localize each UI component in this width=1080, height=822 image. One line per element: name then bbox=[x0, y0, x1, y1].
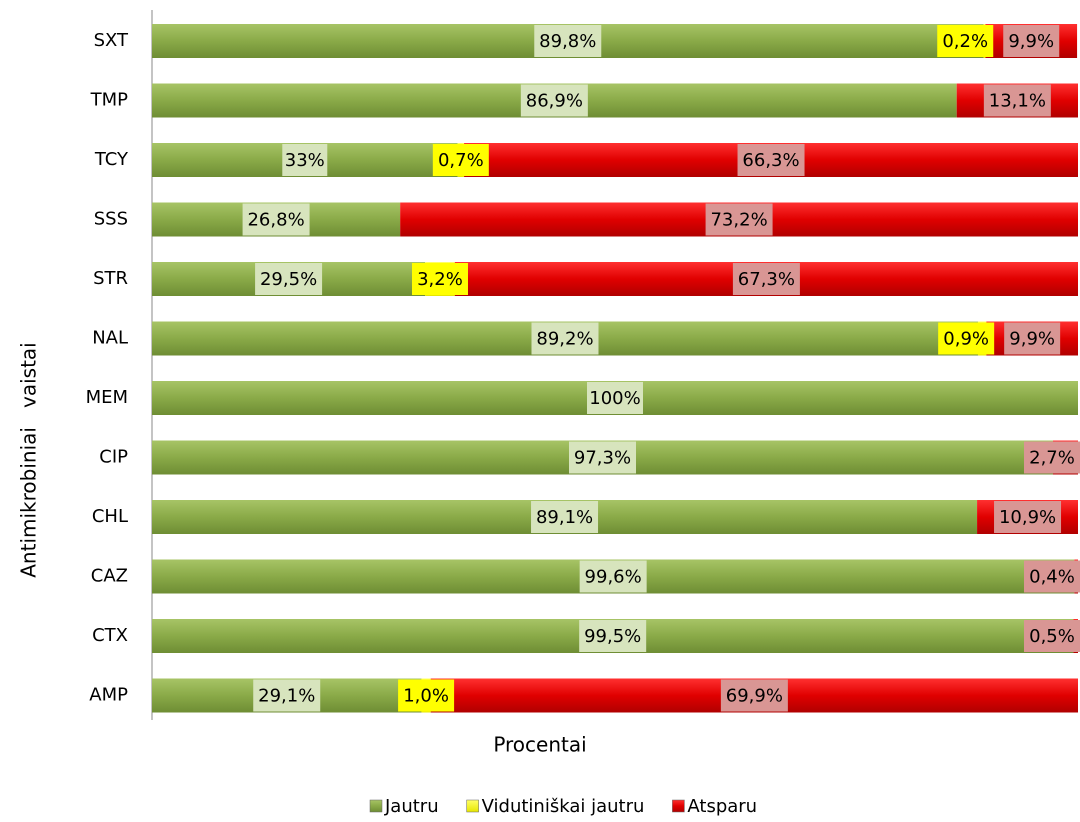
y-tick-label: MEM bbox=[86, 387, 128, 408]
data-label-bg bbox=[1024, 560, 1080, 593]
data-label-bg bbox=[398, 679, 455, 712]
data-label: 0,7% bbox=[438, 150, 484, 171]
data-label: 99,6% bbox=[585, 567, 642, 588]
y-tick-label: NAL bbox=[92, 328, 128, 349]
legend-label: Vidutiniškai jautru bbox=[482, 796, 645, 817]
data-label-bg bbox=[568, 441, 636, 474]
y-tick-label: STR bbox=[93, 268, 128, 289]
data-label: 0,9% bbox=[943, 329, 989, 350]
data-label: 13,1% bbox=[989, 91, 1046, 112]
y-tick-label: SSS bbox=[94, 209, 128, 230]
data-label-bg bbox=[253, 679, 321, 712]
data-label: 97,3% bbox=[574, 448, 631, 469]
data-label-bg bbox=[732, 263, 800, 295]
data-label-bg bbox=[983, 84, 1051, 117]
data-label-bg bbox=[1003, 25, 1060, 57]
data-label-bg bbox=[255, 263, 323, 295]
data-label: 0,4% bbox=[1029, 567, 1075, 588]
y-tick-label: TMP bbox=[90, 90, 129, 111]
data-label: 9,9% bbox=[1009, 329, 1055, 350]
legend-label: Atsparu bbox=[687, 796, 757, 817]
data-label: 9,9% bbox=[1008, 31, 1054, 52]
data-label: 26,8% bbox=[247, 210, 304, 231]
data-label: 89,2% bbox=[536, 329, 593, 350]
data-label: 67,3% bbox=[738, 269, 795, 290]
data-label-bg bbox=[587, 382, 643, 414]
data-label-bg bbox=[705, 203, 773, 236]
x-axis-title: Procentai bbox=[493, 733, 586, 757]
data-label: 0,2% bbox=[942, 31, 988, 52]
y-tick-label: CHL bbox=[92, 506, 128, 527]
data-label-bg bbox=[938, 322, 995, 355]
y-tick-label: CAZ bbox=[91, 566, 128, 587]
data-label-bg bbox=[282, 144, 328, 176]
data-label: 33% bbox=[285, 150, 325, 171]
data-label-bg bbox=[531, 501, 599, 533]
data-label-bg bbox=[534, 25, 602, 57]
y-tick-label: CTX bbox=[92, 625, 128, 646]
data-label: 3,2% bbox=[417, 269, 463, 290]
data-label: 99,5% bbox=[584, 626, 641, 647]
data-label-bg bbox=[1024, 441, 1080, 474]
legend-label: Jautru bbox=[384, 796, 439, 817]
data-label: 29,5% bbox=[260, 269, 317, 290]
data-label: 1,0% bbox=[403, 686, 449, 707]
legend-swatch bbox=[672, 799, 685, 813]
y-axis-title: Antimikrobiniai vaistai bbox=[17, 342, 41, 578]
data-label: 29,1% bbox=[258, 686, 315, 707]
y-tick-label: CIP bbox=[99, 447, 128, 468]
data-label-bg bbox=[411, 263, 468, 295]
data-label-bg bbox=[531, 322, 599, 355]
data-label-bg bbox=[737, 144, 805, 176]
y-tick-label: SXT bbox=[94, 30, 129, 51]
data-label-bg bbox=[1004, 322, 1061, 355]
data-label: 0,5% bbox=[1029, 626, 1075, 647]
data-label-bg bbox=[579, 620, 647, 652]
y-tick-label: TCY bbox=[94, 149, 129, 170]
data-label-bg bbox=[520, 84, 588, 117]
data-label-bg bbox=[432, 144, 489, 176]
data-label: 66,3% bbox=[742, 150, 799, 171]
data-label-bg bbox=[242, 203, 310, 236]
y-tick-label: AMP bbox=[89, 685, 128, 706]
data-label: 10,9% bbox=[999, 507, 1056, 528]
legend-swatch bbox=[466, 799, 479, 813]
data-label-bg bbox=[579, 560, 647, 593]
data-label-bg bbox=[937, 25, 994, 57]
data-label: 89,1% bbox=[536, 507, 593, 528]
data-label: 2,7% bbox=[1029, 448, 1075, 469]
data-label-bg bbox=[720, 679, 788, 712]
data-label-bg bbox=[994, 501, 1062, 533]
data-label: 86,9% bbox=[526, 91, 583, 112]
data-label: 89,8% bbox=[539, 31, 596, 52]
data-label: 69,9% bbox=[726, 686, 783, 707]
data-label-bg bbox=[1024, 620, 1080, 652]
data-label: 100% bbox=[589, 388, 640, 409]
data-label: 73,2% bbox=[710, 210, 767, 231]
legend-swatch bbox=[369, 799, 383, 813]
